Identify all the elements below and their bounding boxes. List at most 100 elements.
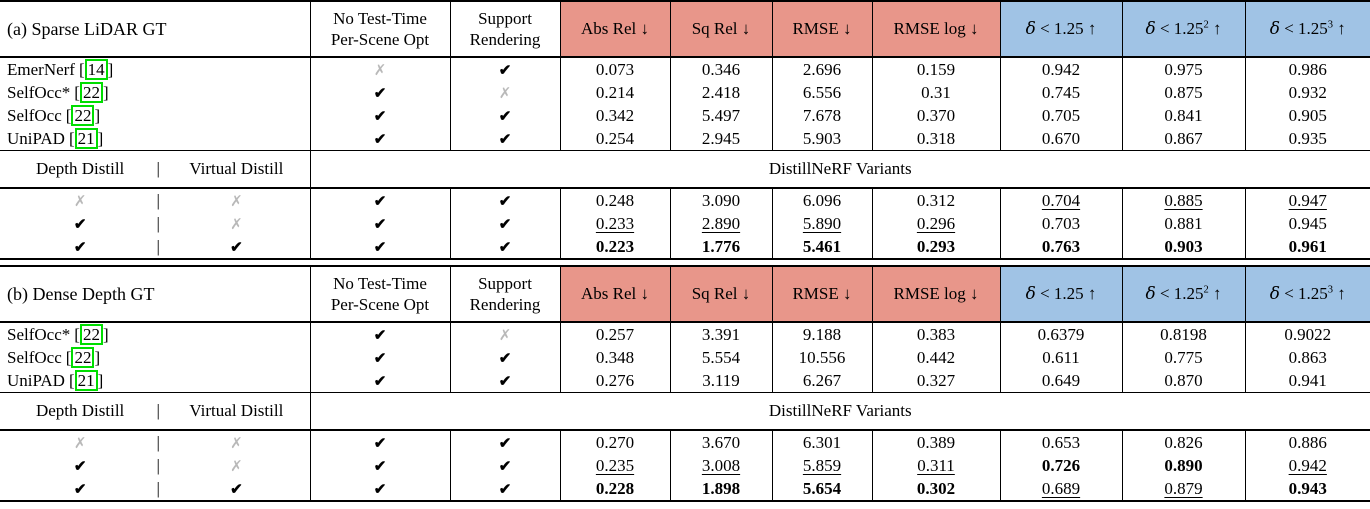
virtual-distill-flag: ✔ bbox=[163, 478, 309, 500]
pipe-divider: | bbox=[156, 159, 160, 179]
virtual-distill-flag: ✗ bbox=[163, 455, 309, 477]
check-icon: ✔ bbox=[373, 85, 387, 102]
check-icon: ✔ bbox=[498, 435, 512, 452]
cite-link[interactable]: 22 bbox=[71, 346, 95, 369]
check-icon: ✔ bbox=[498, 350, 512, 367]
metric-value: 0.31 bbox=[921, 82, 951, 102]
metric-cell: 0.214 bbox=[559, 81, 670, 104]
metric-cell: 0.870 bbox=[1121, 369, 1245, 393]
virtual-distill-flag: ✔ bbox=[163, 236, 309, 258]
delta-exponent: 3 bbox=[1327, 19, 1334, 31]
metric-cell: 6.267 bbox=[771, 369, 872, 393]
cite-link[interactable]: 14 bbox=[84, 58, 108, 81]
flag-pair: ✔ | ✔ bbox=[7, 235, 310, 258]
cross-icon: ✗ bbox=[230, 458, 243, 475]
virtual-distill-label: Virtual Distill bbox=[189, 401, 284, 421]
check-icon: ✔ bbox=[373, 435, 387, 452]
delta-symbol: δ bbox=[1025, 18, 1036, 39]
metric-cell: 0.442 bbox=[871, 346, 1000, 369]
variant-row: ✔ | ✔ ✔ ✔ 0.228 1.898 5.654 0.302 0.689 0.879 0.943 bbox=[0, 477, 1370, 501]
col-header-delta-3: δ < 1.253 ↑ bbox=[1244, 1, 1370, 57]
col-header-support-rendering: Support Rendering bbox=[449, 1, 560, 57]
metric-value: 0.270 bbox=[595, 432, 635, 452]
metric-value: 0.296 bbox=[916, 213, 956, 233]
virtual-distill-flag: ✗ bbox=[163, 432, 309, 454]
virtual-distill-flag: ✗ bbox=[163, 213, 309, 235]
pipe-divider: | bbox=[156, 401, 160, 421]
check-icon: ✔ bbox=[373, 327, 387, 344]
metric-value: 0.370 bbox=[916, 105, 956, 125]
col-header-sq-rel: Sq Rel ↓ bbox=[669, 266, 772, 322]
metric-value: 0.383 bbox=[916, 324, 956, 344]
metric-value: 0.6379 bbox=[1037, 324, 1085, 344]
method-cell: EmerNerf[14] bbox=[0, 57, 310, 81]
metric-value: 3.008 bbox=[701, 455, 741, 475]
metric-cell: 0.257 bbox=[559, 322, 670, 346]
check-icon: ✔ bbox=[498, 373, 512, 390]
metric-value: 5.859 bbox=[802, 455, 842, 475]
metric-cell: 0.841 bbox=[1121, 104, 1245, 127]
metric-value: 0.653 bbox=[1041, 432, 1081, 452]
metric-value: 0.867 bbox=[1164, 128, 1203, 148]
metric-cell: 0.879 bbox=[1121, 477, 1245, 501]
metric-cell: 0.370 bbox=[871, 104, 1000, 127]
up-arrow-icon: ↑ bbox=[1083, 18, 1097, 38]
metric-value: 0.233 bbox=[595, 213, 635, 233]
cite-link[interactable]: 22 bbox=[71, 104, 95, 127]
method-name: SelfOcc bbox=[7, 105, 62, 125]
metric-value: 1.898 bbox=[701, 478, 741, 498]
pipe-divider: | bbox=[156, 213, 160, 233]
check-cell: ✔ bbox=[449, 369, 560, 393]
metric-cell: 1.776 bbox=[669, 235, 772, 259]
cite-bracket: [ bbox=[74, 324, 80, 344]
metric-cell: 0.935 bbox=[1244, 127, 1370, 151]
header-line: Support bbox=[478, 273, 532, 293]
delta-comparison: < 1.25 bbox=[1279, 18, 1328, 38]
col-header-support-rendering: Support Rendering bbox=[449, 266, 560, 322]
cite-link[interactable]: 21 bbox=[74, 369, 98, 392]
metric-cell: 3.119 bbox=[669, 369, 772, 393]
metric-cell: 0.276 bbox=[559, 369, 670, 393]
metric-value: 0.327 bbox=[916, 370, 956, 390]
metric-value: 0.935 bbox=[1288, 128, 1327, 148]
metric-cell: 0.296 bbox=[871, 212, 1000, 235]
header-row: (b) Dense Depth GT No Test-Time Per-Scene… bbox=[0, 266, 1370, 322]
metric-value: 0.302 bbox=[916, 478, 956, 498]
metric-value: 0.214 bbox=[595, 82, 635, 102]
header-line: No Test-Time bbox=[333, 273, 427, 293]
pipe-divider: | bbox=[156, 478, 160, 498]
distill-flags-cell: ✔ | ✔ bbox=[0, 477, 310, 501]
metric-value: 5.654 bbox=[802, 478, 842, 498]
method-name: SelfOcc bbox=[7, 347, 62, 367]
delta-comparison: < 1.25 bbox=[1035, 18, 1084, 38]
metric-cell: 0.346 bbox=[669, 57, 772, 81]
metric-cell: 0.302 bbox=[871, 477, 1000, 501]
up-arrow-icon: ↑ bbox=[1208, 283, 1222, 303]
metric-value: 6.096 bbox=[802, 190, 842, 210]
check-cell: ✔ bbox=[309, 430, 450, 454]
metric-cell: 0.885 bbox=[1121, 188, 1245, 212]
metric-cell: 0.763 bbox=[999, 235, 1122, 259]
metric-value: 5.903 bbox=[802, 128, 842, 148]
metric-value: 0.881 bbox=[1164, 213, 1203, 233]
col-header-abs-rel: Abs Rel ↓ bbox=[559, 266, 670, 322]
cite-link[interactable]: 21 bbox=[74, 127, 98, 150]
check-cell: ✔ bbox=[309, 212, 450, 235]
method-cell: UniPAD[21] bbox=[0, 127, 310, 151]
metric-value: 2.418 bbox=[701, 82, 741, 102]
metric-cell: 0.235 bbox=[559, 454, 670, 477]
metric-cell: 0.228 bbox=[559, 477, 670, 501]
method-cell: UniPAD[21] bbox=[0, 369, 310, 393]
metric-cell: 0.726 bbox=[999, 454, 1122, 477]
cite-link[interactable]: 22 bbox=[79, 323, 103, 346]
metric-cell: 0.745 bbox=[999, 81, 1122, 104]
metric-cell: 0.881 bbox=[1121, 212, 1245, 235]
metric-value: 3.391 bbox=[701, 324, 741, 344]
header-line: No Test-Time bbox=[333, 8, 427, 28]
metric-value: 0.342 bbox=[595, 105, 635, 125]
metric-cell: 2.945 bbox=[669, 127, 772, 151]
delta-exponent: 3 bbox=[1327, 284, 1334, 296]
cite-link[interactable]: 22 bbox=[79, 81, 103, 104]
baseline-row: SelfOcc[22] ✔ ✔ 0.348 5.554 10.556 0.442 0.611 0… bbox=[0, 346, 1370, 369]
metric-value: 0.775 bbox=[1164, 347, 1203, 367]
